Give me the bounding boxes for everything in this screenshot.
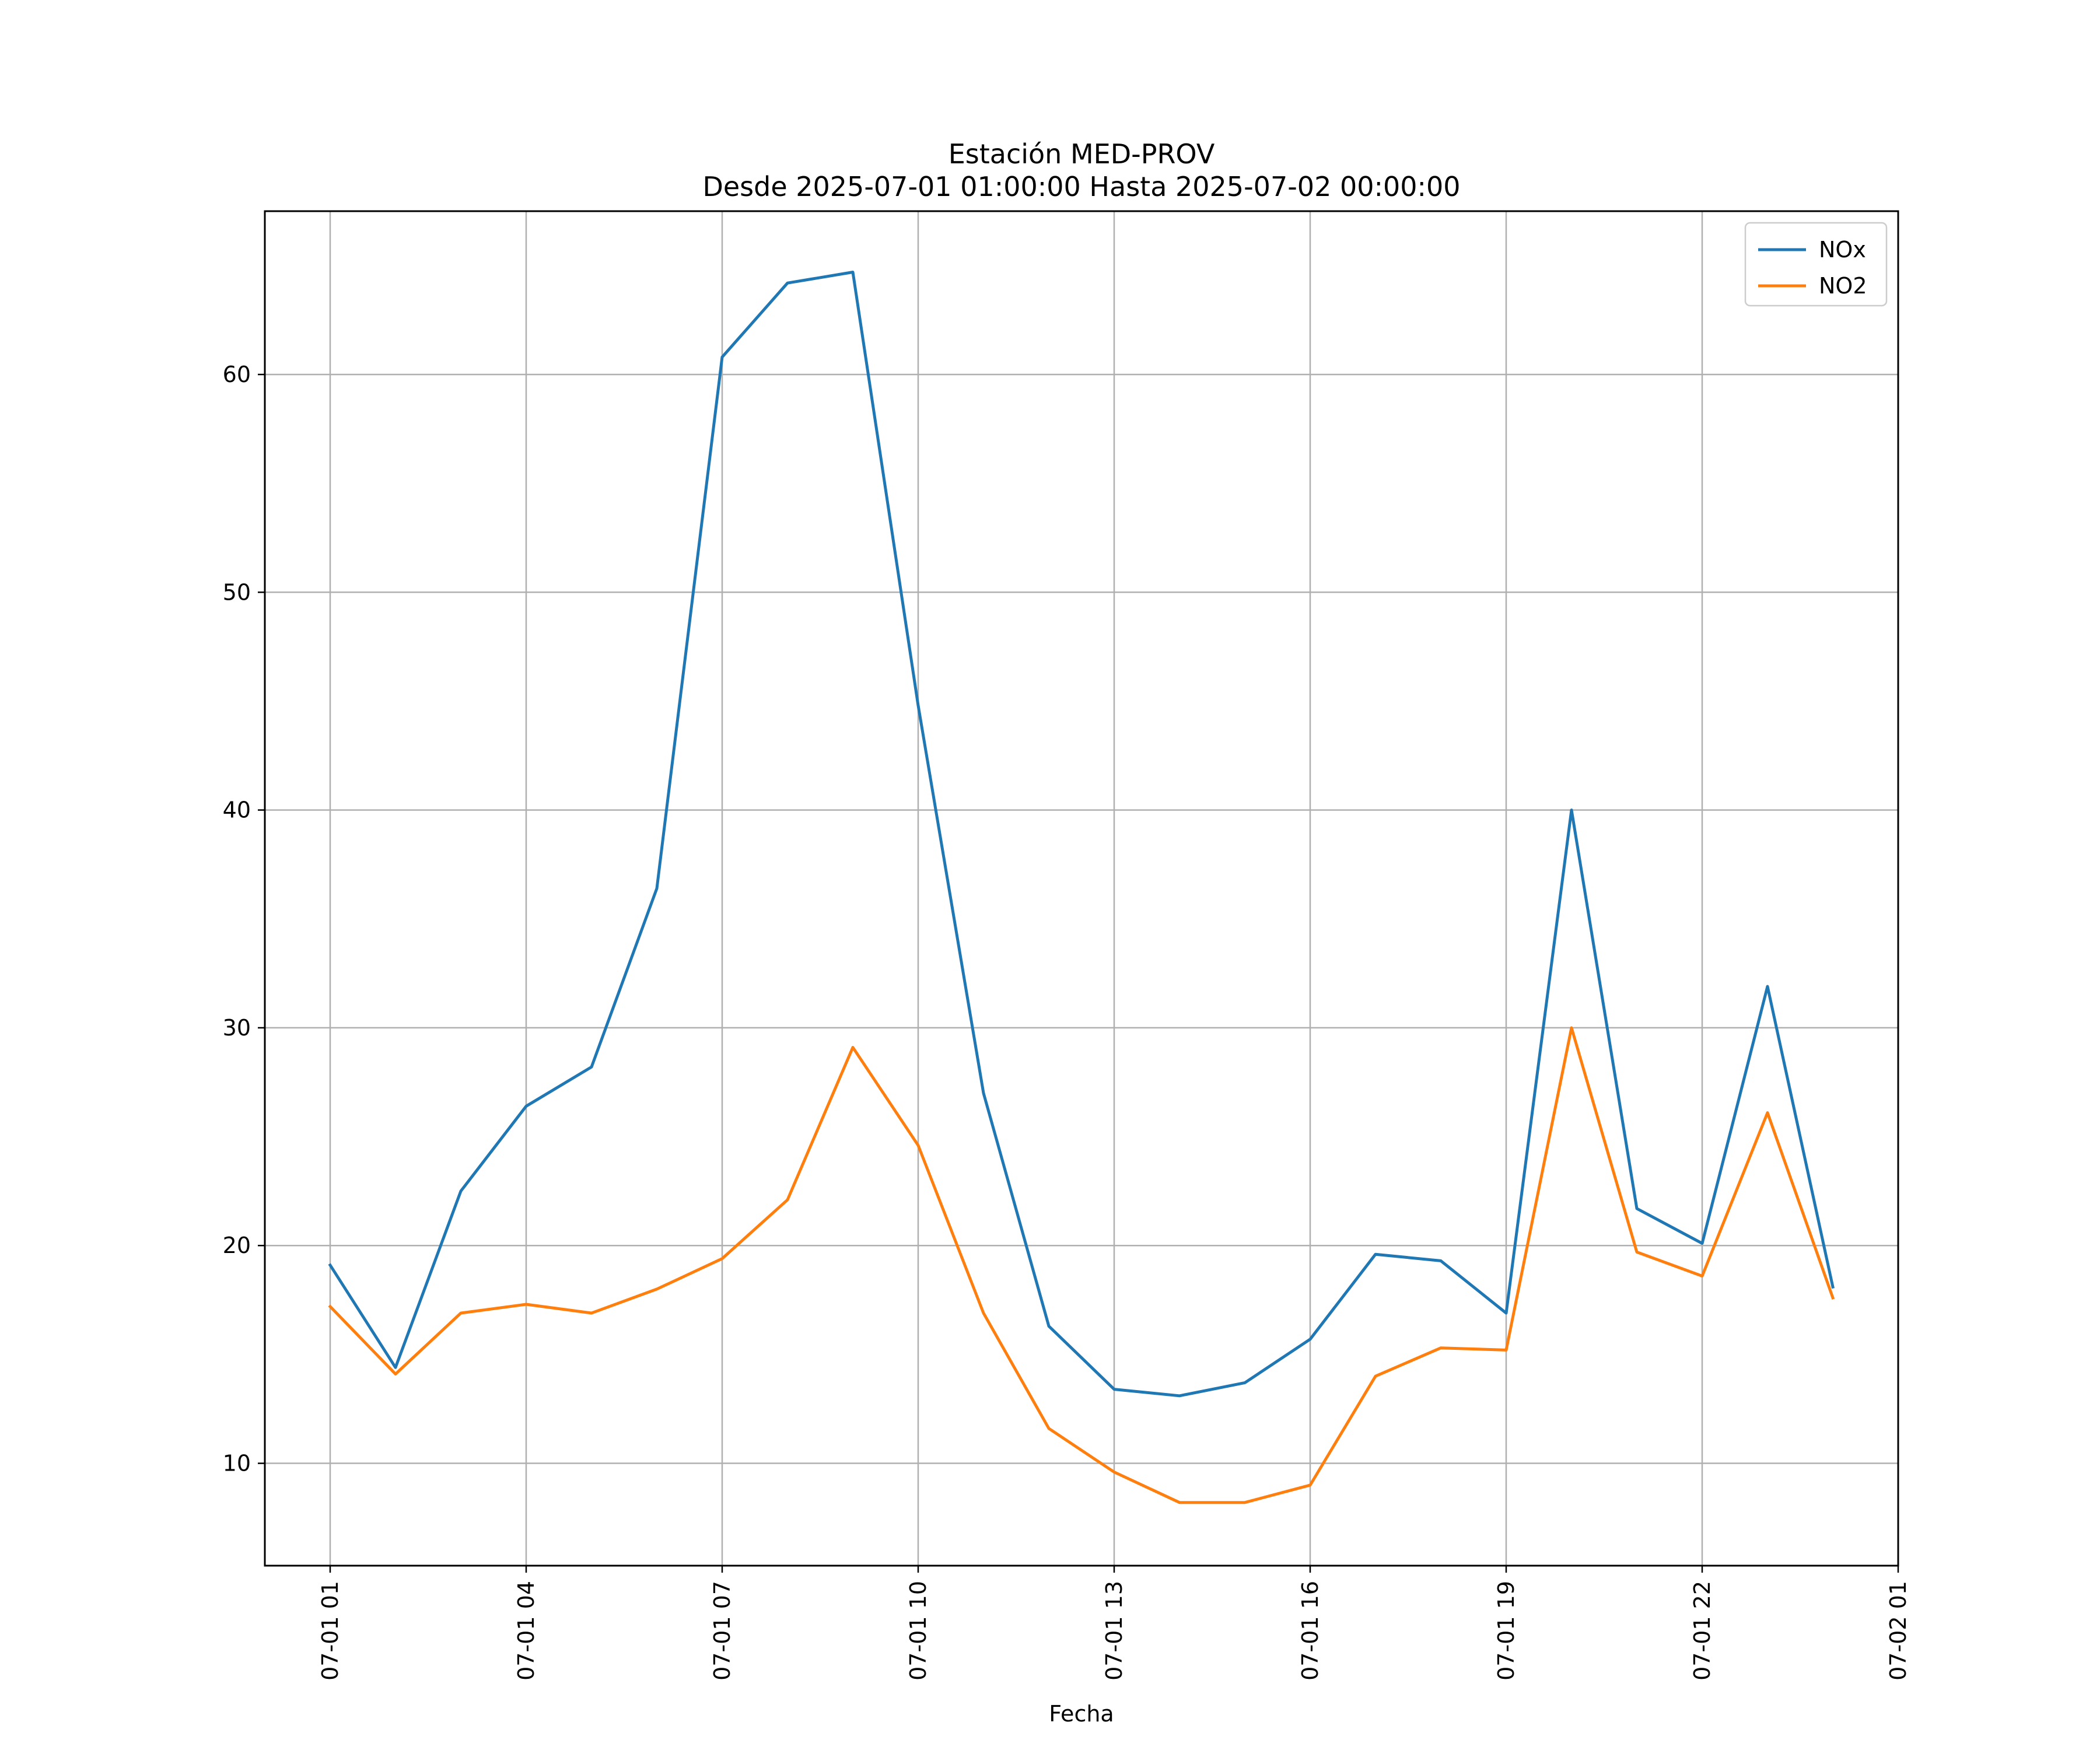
y-tick-label: 60 — [223, 362, 251, 387]
series-line-no2 — [328, 1026, 1835, 1504]
y-tick-label: 10 — [223, 1451, 251, 1476]
x-tick-label: 07-01 04 — [513, 1581, 539, 1681]
y-tick-label: 40 — [223, 797, 251, 823]
legend-label-no2: NO2 — [1819, 273, 1867, 299]
chart-title: Estación MED-PROV — [949, 138, 1215, 170]
x-tick-label: 07-01 07 — [709, 1581, 735, 1681]
y-tick-label: 30 — [223, 1015, 251, 1041]
chart-subtitle: Desde 2025-07-01 01:00:00 Hasta 2025-07-… — [702, 171, 1460, 202]
x-tick-label: 07-01 01 — [317, 1581, 343, 1681]
x-tick-label: 07-01 16 — [1297, 1581, 1323, 1681]
series-lines — [328, 271, 1835, 1504]
x-tick-label: 07-01 13 — [1101, 1581, 1127, 1681]
axis-ticks: 10 20 30 40 50 60 07-01 01 07-01 04 07-01 07 07-0… — [223, 362, 1911, 1681]
x-tick-label: 07-02 01 — [1885, 1581, 1911, 1681]
x-tick-label: 07-01 22 — [1689, 1581, 1715, 1681]
legend-label-nox: NOx — [1819, 237, 1866, 262]
plot-area-frame — [264, 210, 1899, 1567]
series-line-nox — [328, 271, 1835, 1398]
x-axis-label: Fecha — [1049, 1701, 1114, 1727]
y-tick-label: 20 — [223, 1233, 251, 1258]
x-tick-label: 07-01 19 — [1493, 1581, 1519, 1681]
x-tick-label: 07-01 10 — [905, 1581, 931, 1681]
legend: NOx NO2 — [1744, 222, 1888, 307]
y-tick-label: 50 — [223, 579, 251, 605]
grid-lines — [265, 211, 1898, 1566]
